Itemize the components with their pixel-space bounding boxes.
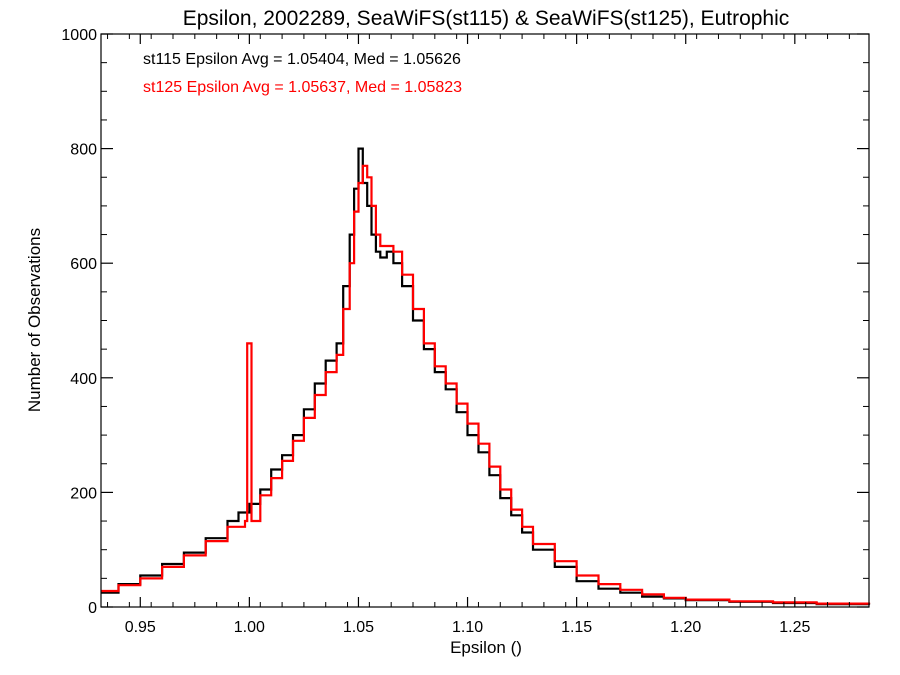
- x-tick-label: 1.15: [561, 619, 592, 636]
- plot-area: 0.95 1.00 1.05 1.10 1.15 1.20 1.25 0 200 400 600 80…: [61, 27, 871, 636]
- y-tick-label: 400: [70, 371, 97, 388]
- x-tick-label: 1.05: [343, 619, 374, 636]
- annotation-black: st115 Epsilon Avg = 1.05404, Med = 1.056…: [143, 51, 461, 68]
- series-1-line: [101, 147, 871, 606]
- plot-frame: [100, 33, 870, 608]
- x-axis-label: Epsilon (): [450, 638, 522, 657]
- y-axis-label: Number of Observations: [25, 228, 44, 412]
- chart-title: Epsilon, 2002289, SeaWiFS(st115) & SeaWi…: [183, 7, 790, 30]
- y-tick-label: 800: [70, 142, 97, 159]
- x-tick-label: 1.25: [779, 619, 810, 636]
- y-tick-label: 200: [70, 485, 97, 502]
- y-tick-label: 1000: [61, 27, 97, 44]
- y-tick-label: 0: [88, 600, 97, 617]
- x-tick-label: 1.10: [452, 619, 483, 636]
- x-tick-label: 1.00: [234, 619, 265, 636]
- x-tick-label: 1.20: [670, 619, 701, 636]
- series-2-line: [101, 164, 871, 605]
- annotation-red: st125 Epsilon Avg = 1.05637, Med = 1.058…: [143, 79, 462, 96]
- x-tick-label: 0.95: [125, 619, 156, 636]
- y-tick-label: 600: [70, 256, 97, 273]
